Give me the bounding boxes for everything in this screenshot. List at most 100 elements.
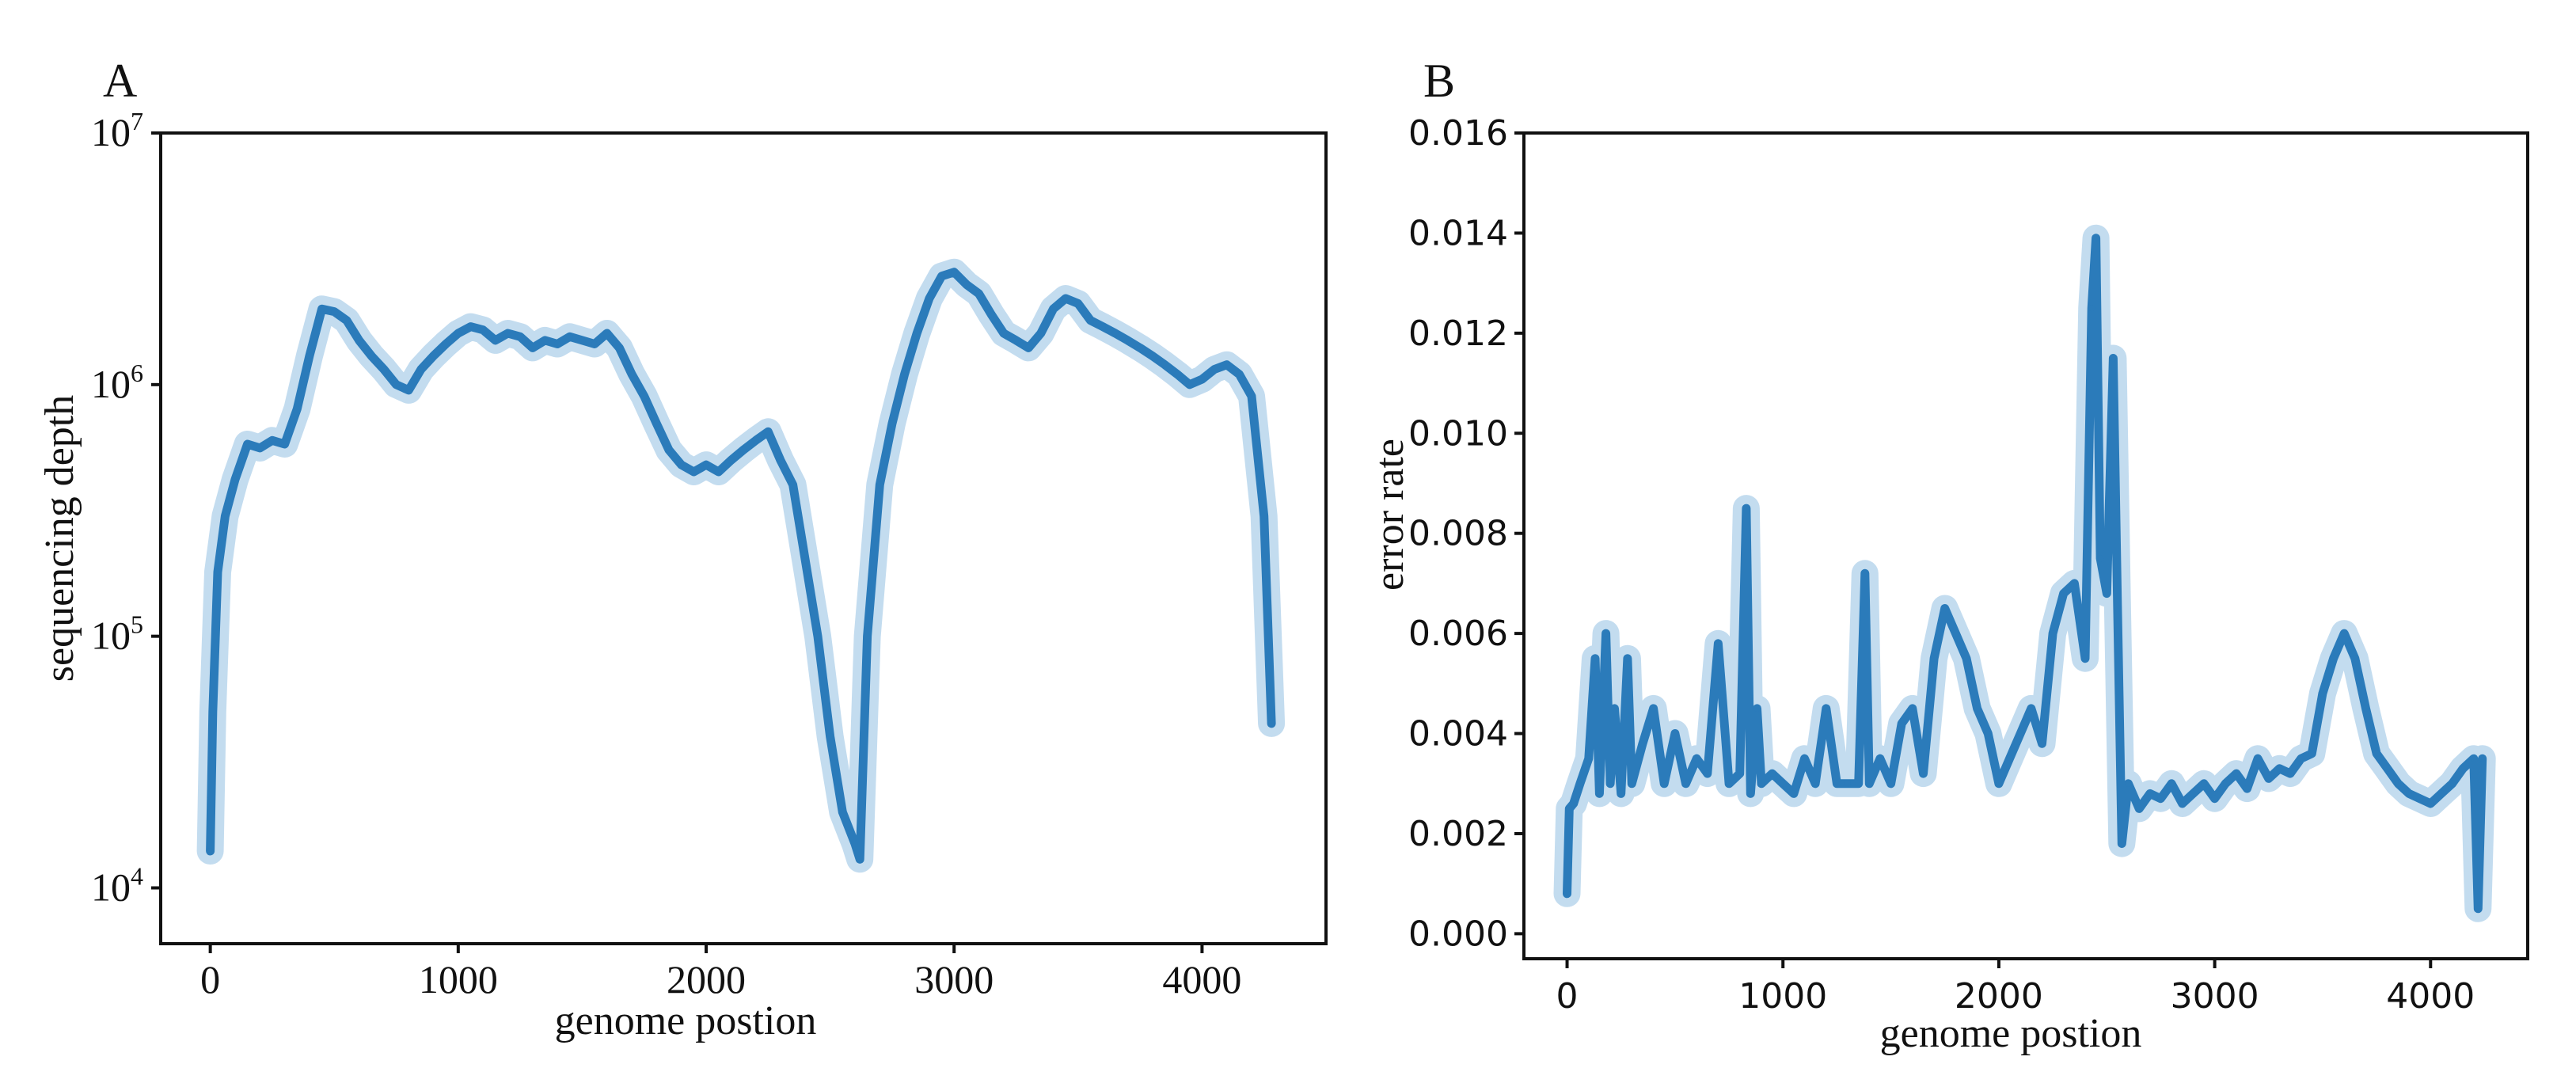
panel-b-frame	[1522, 131, 2529, 960]
panel-a-data-point	[1199, 376, 1206, 383]
panel-b-letter: B	[1423, 55, 1455, 107]
panel-a-data-point	[1174, 371, 1181, 378]
y-tick-label: 0.006	[1408, 614, 1508, 654]
panel-b-band-layer	[1553, 224, 2496, 922]
y-tick-label: 104	[91, 861, 143, 909]
panel-a-data-point	[454, 330, 462, 336]
panel-b-series-line	[1563, 234, 2487, 914]
panel-a-data-point	[1161, 361, 1168, 368]
panel-a-data-point	[1074, 300, 1081, 307]
panel-a-letter: A	[103, 55, 137, 107]
panel-b-data-point	[1639, 740, 1646, 747]
panel-a-data-point	[529, 344, 536, 352]
panel-b-data-point	[2265, 775, 2272, 782]
panel-b-data-point	[2351, 655, 2358, 662]
panel-b-data-point	[1747, 790, 1754, 797]
panel-b-data-point	[2308, 750, 2316, 757]
x-tick-label: 1000	[419, 957, 498, 1001]
panel-a-y-axis-label: sequencing depth	[37, 395, 82, 682]
panel-b-data-point	[1790, 790, 1797, 797]
panel-a-data-point	[467, 323, 474, 330]
x-tick-label: 4000	[2386, 976, 2475, 1017]
panel-b-data-point	[1845, 780, 1851, 787]
panel-b-data-point	[1780, 780, 1787, 787]
panel-a-data-point	[975, 290, 982, 297]
x-tick-label: 4000	[1162, 957, 1241, 1001]
panel-a-data-point	[554, 340, 561, 348]
panel-a-data-point	[504, 330, 511, 336]
panel-b-data-point	[1952, 630, 1959, 637]
panel-a-data-point	[579, 336, 586, 344]
y-tick-label: 0.004	[1408, 714, 1508, 754]
panel-a-data-point	[1137, 344, 1144, 352]
panel-a-line-layer	[206, 268, 1276, 864]
panel-b-data-point	[1671, 730, 1678, 737]
x-tick-label: 3000	[2171, 976, 2259, 1017]
panel-b-data-point	[2470, 755, 2477, 762]
panel-a: A 0 1000 2000 3000 4000 104 105 106 107 genome …	[37, 55, 1328, 1043]
panel-b-data-point	[2319, 690, 2326, 697]
panel-a-data-point	[443, 340, 450, 348]
panel-b-data-point	[1628, 780, 1636, 787]
panel-b-data-point	[1585, 755, 1592, 762]
panel-a-data-point	[294, 405, 301, 412]
panel-b-data-point	[1602, 630, 1609, 637]
panel-a-data-point	[566, 333, 573, 340]
panel-a-data-point	[815, 633, 821, 640]
panel-a-data-point	[603, 330, 610, 336]
panel-b-data-point	[1941, 605, 1948, 612]
panel-b-data-point	[2006, 755, 2013, 762]
panel-a-data-point	[541, 336, 549, 344]
panel-b-data-point	[2362, 705, 2369, 712]
panel-a-data-point	[306, 352, 313, 359]
y-tick-label: 105	[91, 610, 143, 658]
panel-b-data-point	[1682, 780, 1689, 787]
panel-b-data-point	[1812, 780, 1819, 787]
panel-b-data-point	[2050, 630, 2057, 637]
panel-a-data-point	[517, 333, 524, 340]
y-tick-label: 0.014	[1408, 213, 1508, 253]
panel-b-data-point	[2038, 740, 2046, 747]
panel-b-data-point	[1576, 780, 1583, 787]
panel-b-data-point	[1920, 770, 1927, 777]
panel-a-y-ticks: 104 105 106 107	[91, 107, 161, 909]
panel-b-data-point	[1726, 780, 1733, 787]
panel-b-data-point	[2168, 780, 2175, 787]
panel-b-data-point	[2082, 655, 2088, 662]
panel-a-x-axis-label: genome postion	[555, 998, 817, 1043]
panel-a-data-point	[765, 428, 772, 435]
panel-b-data-point	[1866, 780, 1873, 787]
panel-b-data-point	[1876, 755, 1883, 762]
panel-a-data-point	[480, 326, 487, 333]
panel-b-line-layer	[1563, 234, 2487, 914]
panel-b-data-point	[1596, 790, 1603, 797]
panel-a-data-point	[430, 352, 437, 359]
y-tick-label: 0.016	[1408, 113, 1508, 154]
y-tick-label: 106	[91, 359, 143, 406]
panel-a-data-point	[914, 330, 921, 336]
panel-a-data-point	[802, 557, 809, 564]
x-tick-label: 2000	[667, 957, 746, 1001]
panel-a-frame	[159, 131, 1328, 945]
panel-a-data-point	[839, 808, 846, 815]
panel-a-data-point	[343, 317, 350, 324]
panel-a-data-point	[368, 352, 375, 359]
panel-b-data-point	[1704, 770, 1711, 777]
panel-b-data-point	[1985, 730, 1992, 737]
panel-a-data-point	[1000, 330, 1007, 336]
panel-b-data-point	[2146, 790, 2153, 797]
panel-b-data-point	[2088, 305, 2095, 312]
panel-b-data-point	[2479, 755, 2486, 762]
panel-a-data-point	[417, 366, 424, 373]
panel-b-data-point	[2449, 780, 2456, 787]
panel-a-data-point	[876, 481, 883, 488]
panel-b-data-point	[2341, 630, 2348, 637]
panel-a-data-point	[232, 476, 238, 483]
panel-b-data-point	[1833, 780, 1841, 787]
panel-b-x-ticks: 0 1000 2000 3000 4000	[1556, 959, 2475, 1017]
panel-b-data-point	[2114, 605, 2121, 612]
panel-a-data-point	[963, 281, 970, 288]
panel-b-data-point	[2330, 655, 2337, 662]
panel-a-data-point	[901, 371, 908, 378]
